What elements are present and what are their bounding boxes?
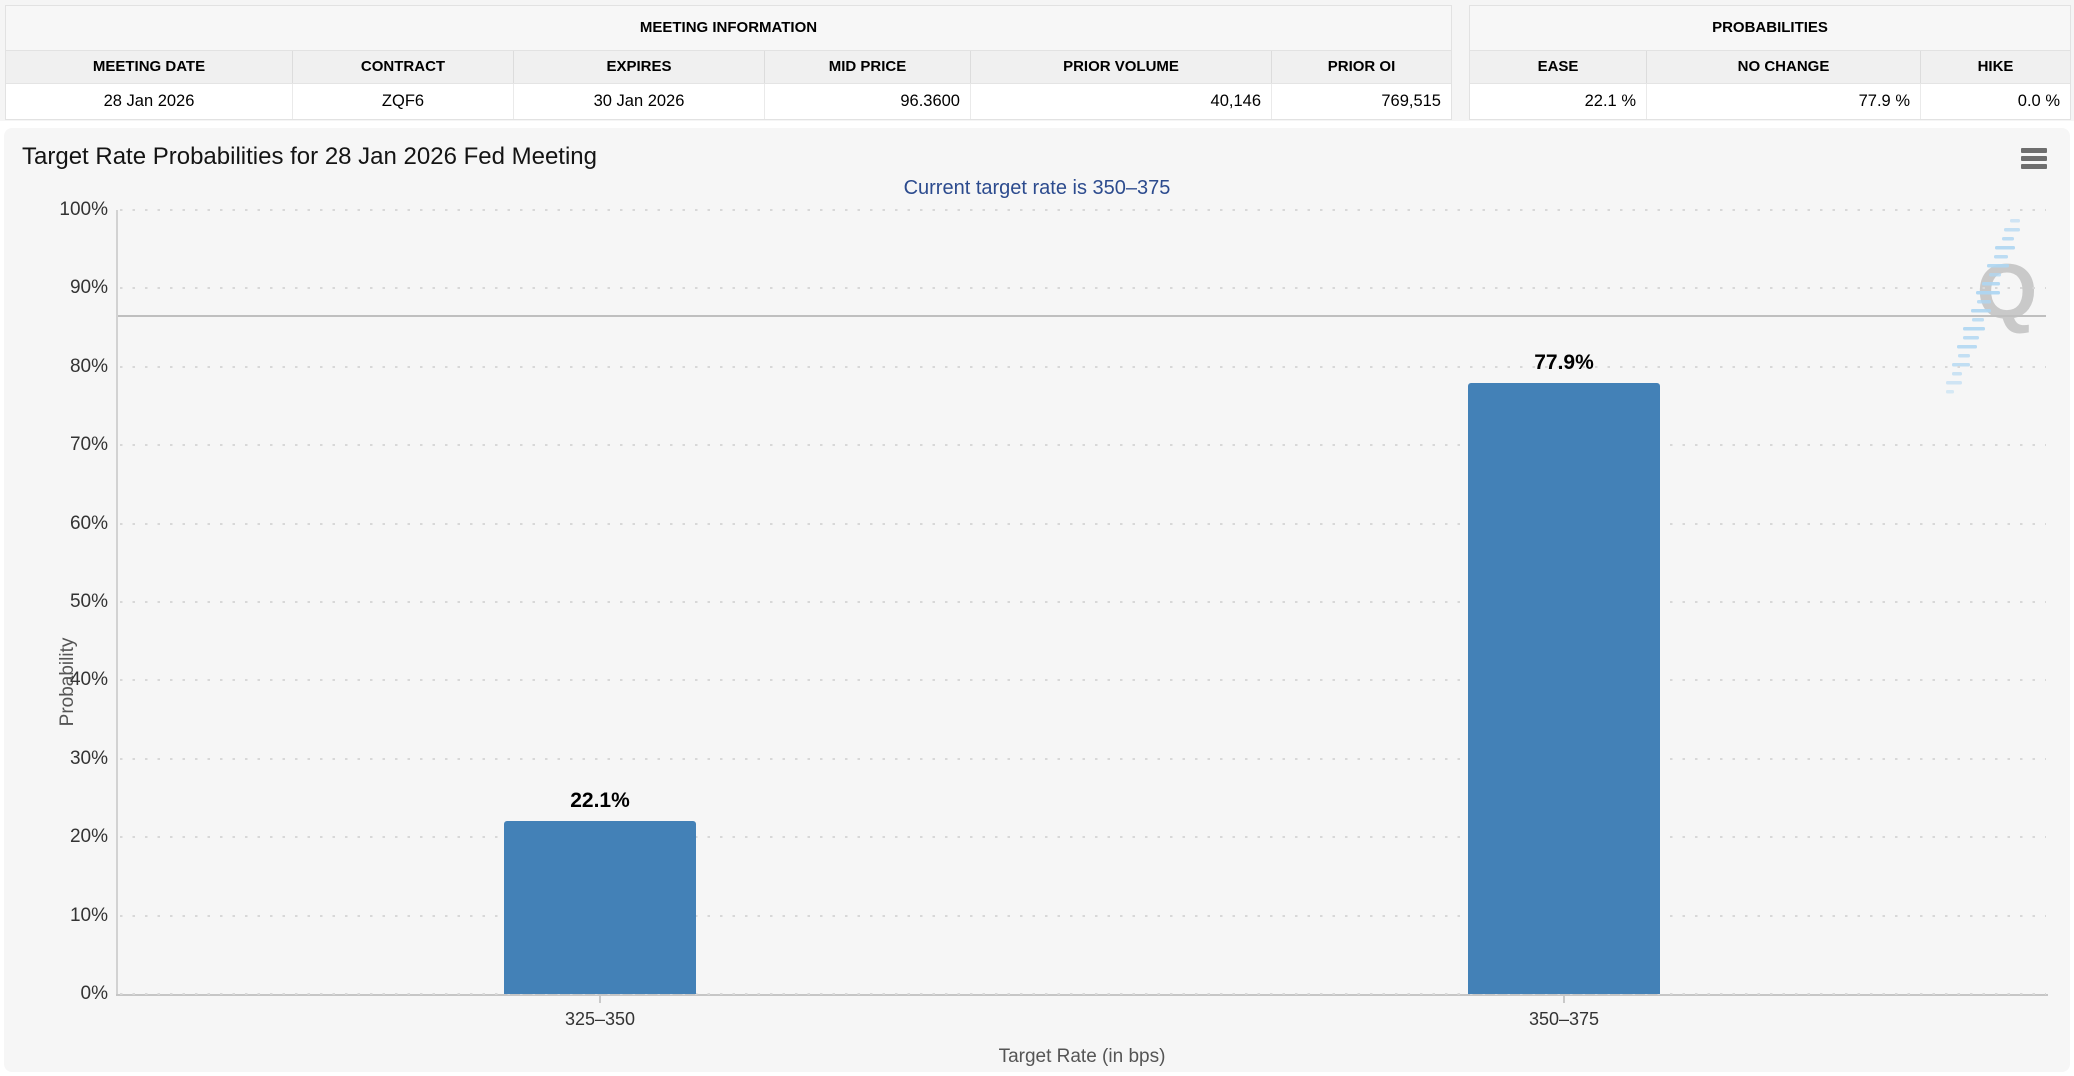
info-tables-band: MEETING INFORMATION MEETING DATE CONTRAC… xyxy=(0,0,2074,121)
y-gridline xyxy=(120,993,2046,995)
value-prior-volume: 40,146 xyxy=(970,84,1271,119)
y-gridline xyxy=(120,522,2046,525)
y-gridline xyxy=(120,601,2046,603)
y-gridline xyxy=(120,287,2046,290)
meeting-information-title: MEETING INFORMATION xyxy=(6,6,1451,51)
value-ease: 22.1 % xyxy=(1584,92,1636,110)
y-axis-tick-label: 0% xyxy=(80,983,108,1004)
meeting-information-value-row: 28 Jan 2026 ZQF6 30 Jan 2026 96.3600 40,… xyxy=(6,84,1451,119)
col-header-ease: EASE xyxy=(1537,58,1579,75)
y-gridline xyxy=(120,679,2046,682)
y-gridline xyxy=(120,757,2046,760)
y-axis-tick-label: 60% xyxy=(69,512,108,534)
meeting-information-header-row: MEETING DATE CONTRACT EXPIRES MID PRICE … xyxy=(6,51,1451,84)
watermark-blue-rays xyxy=(1946,219,2020,394)
probabilities-header-row: EASE NO CHANGE HIKE xyxy=(1470,51,2070,84)
col-header-prior-oi: PRIOR OI xyxy=(1271,51,1451,83)
x-axis-title: Target Rate (in bps) xyxy=(998,1046,1166,1067)
col-header-no-change: NO CHANGE xyxy=(1646,51,1920,83)
col-header-prior-volume: PRIOR VOLUME xyxy=(970,51,1271,83)
y-gridline xyxy=(120,836,2046,839)
col-header-mid-price: MID PRICE xyxy=(764,51,970,83)
y-axis-tick-label: 80% xyxy=(69,355,108,377)
x-axis-tick xyxy=(599,996,601,1003)
probabilities-title: PROBABILITIES xyxy=(1470,6,2070,51)
value-no-change: 77.9 % xyxy=(1646,84,1920,119)
y-gridline xyxy=(120,444,2046,447)
value-meeting-date: 28 Jan 2026 xyxy=(103,92,195,110)
x-axis-category-label: 325–350 xyxy=(564,1009,636,1029)
chart-panel: Target Rate Probabilities for 28 Jan 202… xyxy=(4,128,2070,1072)
hamburger-menu-icon[interactable] xyxy=(2021,148,2049,172)
col-header-contract: CONTRACT xyxy=(292,51,513,83)
value-expires: 30 Jan 2026 xyxy=(513,84,764,119)
chart-title: Target Rate Probabilities for 28 Jan 202… xyxy=(22,143,598,170)
x-axis-category-label: 350–375 xyxy=(1528,1009,1600,1029)
y-axis-tick-label: 30% xyxy=(69,747,108,769)
bar-value-label: 22.1% xyxy=(570,789,630,812)
value-mid-price: 96.3600 xyxy=(764,84,970,119)
x-axis-line xyxy=(116,994,2048,996)
probabilities-value-row: 22.1 % 77.9 % 0.0 % xyxy=(1470,84,2070,119)
y-gridline xyxy=(120,914,2046,917)
chart-subtitle: Current target rate is 350–375 xyxy=(903,177,1171,199)
y-axis-tick-label: 20% xyxy=(69,826,108,848)
value-hike: 0.0 % xyxy=(1920,84,2070,119)
y-gridline xyxy=(120,209,2046,211)
y-axis-tick-label: 90% xyxy=(69,277,108,299)
x-axis-tick xyxy=(1563,996,1565,1003)
y-gridline xyxy=(120,365,2046,368)
value-prior-oi: 769,515 xyxy=(1271,84,1451,119)
col-header-meeting-date: MEETING DATE xyxy=(92,58,206,75)
y-axis-tick-label: 70% xyxy=(69,434,108,456)
quikstrike-watermark: Q xyxy=(1946,219,2037,394)
probabilities-table: PROBABILITIES EASE NO CHANGE HIKE 22.1 %… xyxy=(1469,5,2071,120)
value-contract: ZQF6 xyxy=(292,84,513,119)
y-axis-tick-label: 10% xyxy=(69,904,108,926)
meeting-information-table: MEETING INFORMATION MEETING DATE CONTRAC… xyxy=(5,5,1452,120)
probability-bar[interactable] xyxy=(1468,383,1660,994)
y-axis-tick-label: 100% xyxy=(59,199,108,220)
col-header-expires: EXPIRES xyxy=(513,51,764,83)
reference-line xyxy=(118,314,2046,317)
y-axis-tick-label: 40% xyxy=(69,669,108,691)
probability-bar[interactable] xyxy=(504,821,696,994)
plot-area: Target Rate (in bps) Probability 0% 10% 20… xyxy=(57,199,2048,1067)
y-axis-line xyxy=(116,210,118,996)
col-header-hike: HIKE xyxy=(1920,51,2070,83)
bar-value-label: 77.9% xyxy=(1534,351,1594,374)
y-axis-tick-label: 50% xyxy=(69,591,108,612)
